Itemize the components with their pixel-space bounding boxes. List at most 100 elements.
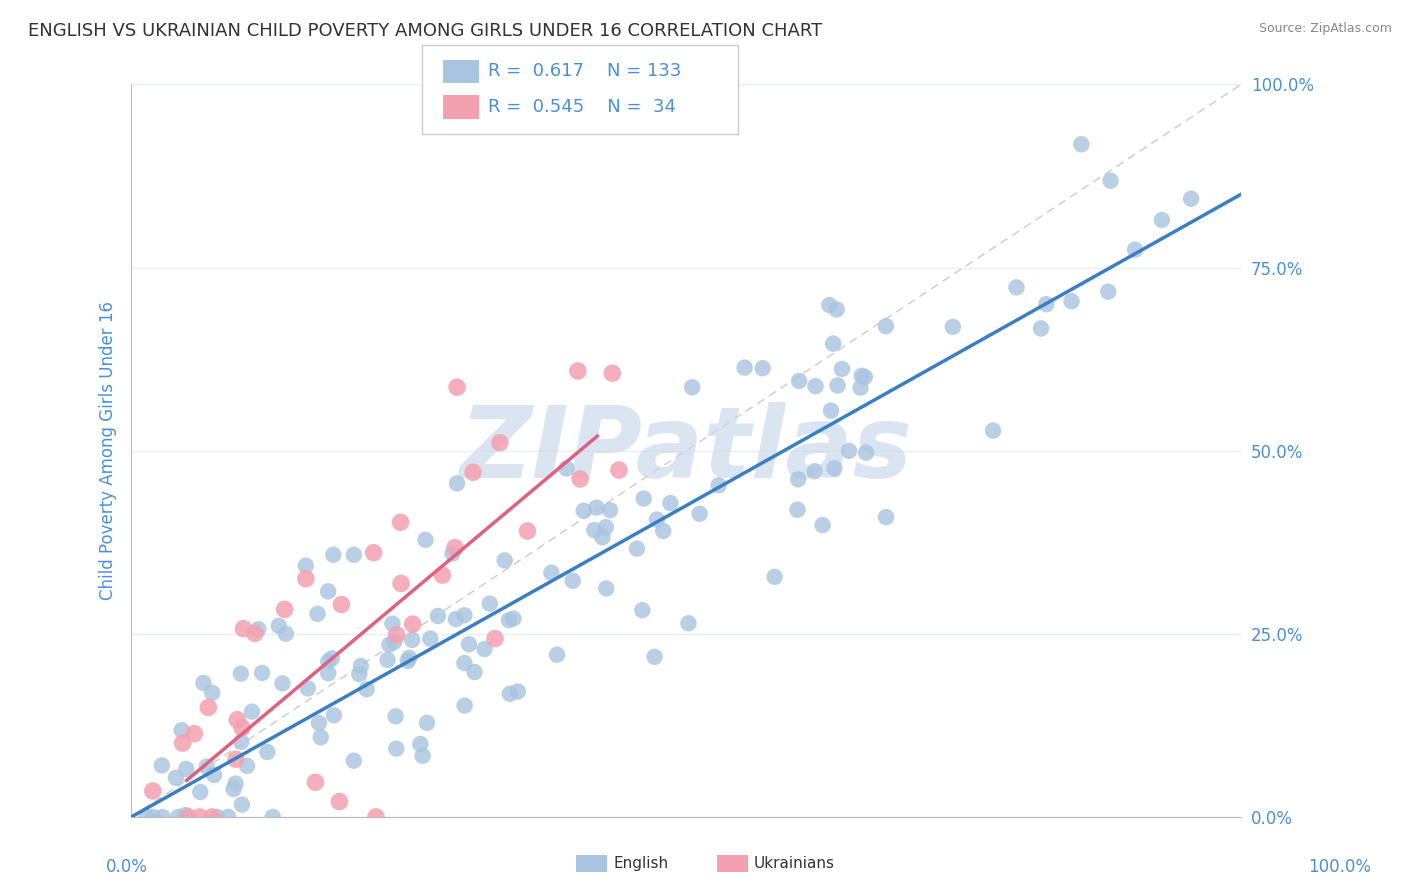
Point	[232, 622, 254, 636]
Point	[316, 654, 339, 668]
Point	[304, 775, 326, 789]
Point	[350, 659, 373, 673]
Point	[321, 651, 343, 665]
Point	[787, 472, 810, 486]
Point	[226, 713, 249, 727]
Point	[516, 524, 538, 538]
Point	[167, 810, 190, 824]
Point	[389, 576, 412, 591]
Point	[256, 745, 278, 759]
Point	[389, 516, 412, 530]
Point	[170, 723, 193, 738]
Point	[831, 362, 853, 376]
Point	[225, 752, 247, 766]
Point	[499, 687, 522, 701]
Text: ZIPatlas: ZIPatlas	[460, 402, 912, 500]
Point	[838, 443, 860, 458]
Point	[177, 810, 200, 824]
Point	[419, 632, 441, 646]
Point	[363, 546, 385, 560]
Point	[803, 464, 825, 478]
Point	[875, 510, 897, 524]
Point	[384, 709, 406, 723]
Text: Source: ZipAtlas.com: Source: ZipAtlas.com	[1258, 22, 1392, 36]
Point	[328, 795, 350, 809]
Text: 0.0%: 0.0%	[105, 858, 148, 876]
Point	[875, 319, 897, 334]
Point	[681, 380, 703, 394]
Point	[1180, 192, 1202, 206]
Point	[561, 574, 583, 588]
Point	[188, 810, 211, 824]
Point	[409, 737, 432, 751]
Point	[633, 491, 655, 506]
Point	[398, 651, 420, 665]
Text: R =  0.545    N =  34: R = 0.545 N = 34	[488, 98, 676, 116]
Point	[644, 649, 666, 664]
Point	[174, 762, 197, 776]
Point	[1070, 137, 1092, 152]
Point	[183, 727, 205, 741]
Point	[851, 368, 873, 383]
Point	[474, 642, 496, 657]
Point	[273, 602, 295, 616]
Y-axis label: Child Poverty Among Girls Under 16: Child Poverty Among Girls Under 16	[100, 301, 117, 600]
Point	[464, 665, 486, 679]
Point	[569, 472, 592, 486]
Point	[478, 597, 501, 611]
Point	[174, 808, 197, 822]
Point	[401, 617, 423, 632]
Point	[444, 612, 467, 626]
Point	[236, 759, 259, 773]
Point	[349, 667, 371, 681]
Point	[583, 523, 606, 537]
Point	[330, 598, 353, 612]
Text: Ukrainians: Ukrainians	[754, 856, 835, 871]
Point	[322, 548, 344, 562]
Point	[294, 558, 316, 573]
Point	[591, 530, 613, 544]
Point	[356, 682, 378, 697]
Point	[707, 478, 730, 492]
Text: 100.0%: 100.0%	[1308, 858, 1371, 876]
Text: R =  0.617    N = 133: R = 0.617 N = 133	[488, 62, 682, 80]
Point	[763, 570, 786, 584]
Point	[787, 374, 810, 388]
Point	[274, 626, 297, 640]
Point	[444, 541, 467, 555]
Point	[540, 566, 562, 580]
Point	[231, 797, 253, 812]
Point	[295, 572, 318, 586]
Point	[1005, 280, 1028, 294]
Point	[309, 730, 332, 744]
Point	[458, 637, 481, 651]
Point	[678, 616, 700, 631]
Point	[201, 686, 224, 700]
Point	[229, 666, 252, 681]
Point	[818, 298, 841, 312]
Point	[1029, 321, 1052, 335]
Point	[1099, 174, 1122, 188]
Point	[382, 634, 405, 648]
Point	[811, 518, 834, 533]
Point	[323, 708, 346, 723]
Point	[461, 465, 484, 479]
Point	[626, 541, 648, 556]
Point	[364, 810, 387, 824]
Point	[689, 507, 711, 521]
Point	[222, 782, 245, 797]
Point	[231, 735, 253, 749]
Point	[1150, 213, 1173, 227]
Point	[453, 698, 475, 713]
Point	[453, 608, 475, 623]
Point	[247, 622, 270, 636]
Point	[385, 628, 408, 642]
Point	[827, 378, 849, 392]
Point	[855, 445, 877, 459]
Point	[297, 681, 319, 696]
Point	[381, 616, 404, 631]
Point	[343, 754, 366, 768]
Point	[567, 364, 589, 378]
Point	[426, 608, 449, 623]
Point	[415, 533, 437, 547]
